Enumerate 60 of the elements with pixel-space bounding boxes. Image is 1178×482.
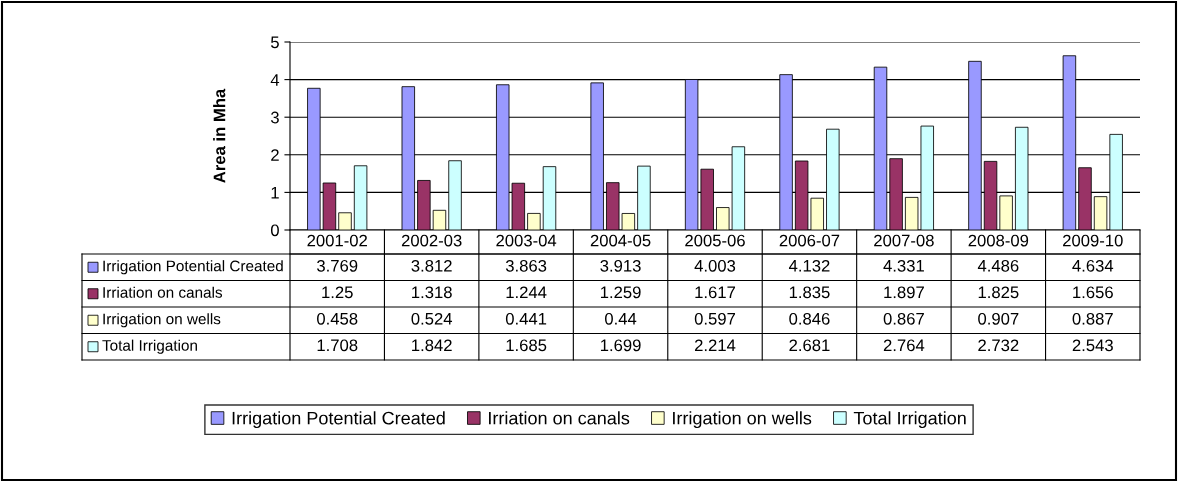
data-label: 3.769 [317, 259, 358, 272]
data-label: 1.842 [412, 339, 452, 352]
legend-label: Irrigation Potential Created [103, 260, 283, 275]
x-tick-label: 2002-03 [401, 234, 462, 247]
data-label: 4.486 [977, 259, 1019, 272]
data-label: 0.524 [411, 312, 453, 325]
data-label: 1.897 [884, 286, 924, 299]
text: Irrigation on wells [673, 411, 812, 429]
data-label: 2.764 [883, 339, 925, 352]
data-label: 4.132 [788, 259, 830, 272]
x-tick-label: 2006-07 [779, 234, 840, 247]
data-label: 2.732 [978, 339, 1019, 352]
data-label: 0.867 [883, 312, 924, 325]
y-tick-label: 0 [270, 224, 279, 237]
data-label: 0.846 [789, 312, 830, 325]
x-tick-label: 2007-08 [874, 234, 934, 247]
data-label: 1.25 [322, 286, 353, 299]
legend-label: Total Irrigation [853, 411, 966, 429]
data-label: 1.244 [506, 286, 547, 299]
data-label: 1.617 [695, 286, 736, 299]
y-axis-title: Area in Mha [213, 88, 226, 183]
y-tick-label: 4 [270, 74, 280, 86]
data-label: 1.656 [1073, 286, 1113, 299]
text: Irriation on canals [489, 411, 630, 425]
y-tick-label: 2 [271, 149, 279, 161]
legend-label: Irrigation on wells [103, 313, 221, 328]
data-label: 4.634 [1072, 259, 1114, 272]
data-label: 0.44 [604, 312, 637, 325]
y-tick-label: 3 [270, 111, 279, 124]
text: Irrigation Potential Created [232, 411, 445, 429]
data-label: 2.681 [789, 339, 830, 352]
data-label: 2.543 [1072, 339, 1113, 352]
data-label: 1.825 [978, 286, 1019, 299]
y-tick-label: 1 [271, 186, 279, 199]
x-tick-label: 2004-05 [590, 234, 651, 247]
data-label: 4.003 [694, 259, 736, 272]
data-label: 2.214 [694, 339, 736, 352]
data-label: 3.863 [505, 259, 547, 272]
legend-label: Irriation on canals [103, 286, 223, 298]
data-label: 4.331 [883, 259, 924, 272]
data-label: 1.699 [600, 339, 641, 352]
data-label: 0.887 [1072, 312, 1113, 325]
data-label: 3.812 [411, 259, 452, 272]
data-label: 1.259 [600, 286, 641, 299]
data-label: 0.458 [317, 312, 358, 325]
data-label: 3.913 [600, 259, 641, 272]
data-label: 1.708 [317, 339, 358, 352]
data-label: 1.685 [506, 339, 547, 352]
x-tick-label: 2009-10 [1063, 234, 1123, 247]
y-tick-label: 5 [270, 36, 279, 49]
x-tick-label: 2005-06 [685, 234, 745, 247]
text: Total Irrigation [102, 339, 197, 354]
data-label: 0.907 [978, 312, 1019, 325]
data-label: 1.318 [412, 286, 452, 299]
data-label: 1.835 [789, 286, 830, 299]
x-tick-label: 2008-09 [968, 234, 1029, 247]
x-tick-label: 2001-02 [307, 234, 367, 247]
x-tick-label: 2003-04 [496, 234, 557, 247]
data-label: 0.441 [505, 312, 547, 325]
data-label: 0.597 [694, 312, 736, 325]
